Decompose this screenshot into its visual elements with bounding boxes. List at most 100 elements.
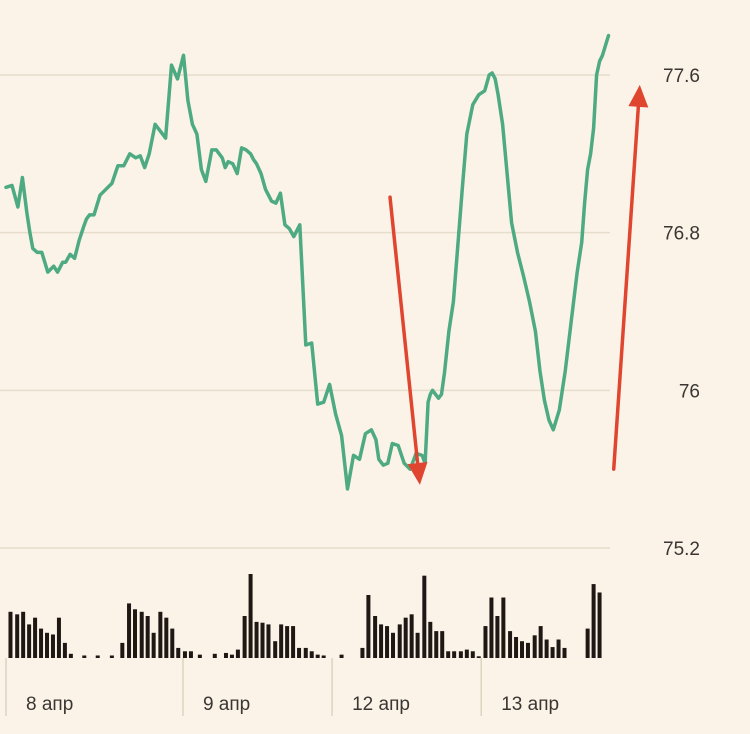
volume-bar (151, 632, 156, 658)
volume-bar (520, 641, 525, 658)
volume-bar (120, 642, 125, 658)
volume-bar (321, 655, 326, 658)
volume-bar (501, 597, 506, 658)
volume-bar (158, 611, 163, 658)
price-series (4, 33, 611, 491)
x-axis-ticks: 8 апр 9 апр 12 апр 13 апр (5, 658, 559, 716)
annotation-arrows (388, 84, 649, 485)
volume-bar (339, 654, 344, 658)
volume-bar (127, 603, 132, 658)
volume-bar (212, 653, 217, 658)
arrow-up-head (628, 84, 649, 108)
volume-bar (95, 655, 100, 658)
arrow-down-shaft (388, 195, 420, 465)
y-tick-label: 76 (679, 381, 700, 402)
volume-bar (248, 574, 253, 658)
volume-bar (27, 624, 32, 658)
volume-bar (476, 656, 481, 658)
volume-bar (385, 626, 390, 658)
volume-bar (50, 634, 55, 658)
volume-bar (585, 628, 590, 658)
volume-bar (538, 626, 543, 658)
x-tick-label: 13 апр (501, 694, 559, 715)
volume-bar (366, 595, 371, 658)
volume-bar (229, 654, 234, 658)
volume-bar (379, 624, 384, 658)
volume-bar (489, 597, 494, 658)
volume-bar (21, 611, 26, 658)
volume-bar (464, 649, 469, 658)
volume-bar (291, 626, 296, 658)
volume-bar (544, 639, 549, 658)
volume-bar (315, 654, 320, 658)
volume-bar (15, 614, 20, 658)
volume-bars (8, 574, 602, 658)
volume-bar (260, 622, 265, 658)
volume-bar (188, 651, 193, 658)
volume-bar (133, 609, 138, 658)
volume-bar (297, 647, 302, 658)
x-tick-label: 8 апр (26, 694, 73, 715)
volume-bar (39, 628, 44, 658)
volume-bar (556, 639, 561, 658)
volume-bar (440, 631, 445, 658)
volume-bar (45, 632, 50, 658)
volume-bar (434, 631, 439, 658)
volume-bar (273, 641, 278, 658)
y-tick-label: 77.6 (663, 66, 700, 87)
volume-bar (309, 651, 314, 658)
volume-bar (532, 635, 537, 658)
volume-bar (483, 626, 488, 658)
volume-bar (373, 616, 378, 658)
x-tick-label: 9 апр (203, 694, 250, 715)
volume-bar (452, 651, 457, 658)
y-tick-label: 75.2 (663, 539, 700, 560)
volume-bar (254, 621, 259, 658)
volume-bar (223, 652, 228, 658)
volume-bar (422, 575, 427, 658)
volume-bar (279, 624, 284, 658)
volume-bar (242, 616, 247, 658)
volume-bar (164, 617, 169, 658)
volume-bar (525, 642, 530, 658)
volume-bar (360, 647, 365, 658)
volume-bar (495, 616, 500, 658)
volume-bar (446, 651, 451, 658)
volume-bar (428, 621, 433, 658)
volume-bar (409, 614, 414, 658)
volume-bar (145, 616, 150, 658)
volume-bar (508, 631, 513, 658)
volume-bar (403, 617, 408, 658)
volume-bar (458, 651, 463, 658)
volume-bar (591, 584, 596, 658)
volume-bar (285, 626, 290, 658)
volume-bar (62, 642, 67, 658)
volume-bar (266, 624, 271, 658)
volume-bar (597, 592, 602, 658)
x-tick-label: 12 апр (352, 694, 410, 715)
volume-bar (139, 611, 144, 658)
volume-bar (514, 637, 519, 658)
volume-bar (197, 654, 202, 658)
volume-bar (415, 632, 420, 658)
arrow-down-head (407, 462, 428, 485)
volume-bar (562, 647, 567, 658)
volume-bar (550, 647, 555, 658)
y-axis-ticks: 75.2 76 76.8 77.6 (663, 66, 700, 560)
volume-bar (82, 655, 87, 658)
y-tick-label: 76.8 (663, 224, 700, 245)
grid-layer (0, 74, 610, 549)
volume-bar (470, 651, 475, 658)
volume-bar (391, 632, 396, 658)
volume-bar (8, 611, 13, 658)
arrow-up-shaft (611, 105, 641, 471)
volume-bar (33, 617, 38, 658)
volume-bar (182, 651, 187, 658)
volume-bar (109, 655, 114, 658)
volume-bar (176, 647, 181, 658)
volume-bar (68, 653, 73, 658)
volume-bar (170, 628, 175, 658)
price-line (4, 33, 611, 491)
volume-bar (235, 649, 240, 658)
